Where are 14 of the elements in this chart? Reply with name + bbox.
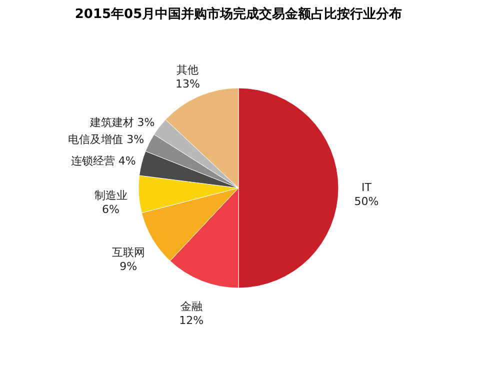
slice-label: IT <box>362 181 372 194</box>
slice-label: 电信及增值 3% <box>68 132 144 146</box>
slice-label: 连锁经营 4% <box>70 154 136 168</box>
slice-label: 建筑建材 3% <box>88 116 155 130</box>
slice-label: 互联网 <box>112 246 145 260</box>
data-label: 6% <box>102 203 120 216</box>
chart-title: 2015年05月中国并购市场完成交易金额占比按行业分布 <box>74 6 402 22</box>
data-label: 9% <box>120 260 138 274</box>
data-label: 12% <box>179 314 204 328</box>
slice-label: 金融 <box>180 300 202 314</box>
data-label: 50% <box>354 195 379 208</box>
slice-label: 制造业 <box>94 189 128 202</box>
data-label: 13% <box>175 78 200 91</box>
slice-label: 其他 <box>176 64 199 77</box>
